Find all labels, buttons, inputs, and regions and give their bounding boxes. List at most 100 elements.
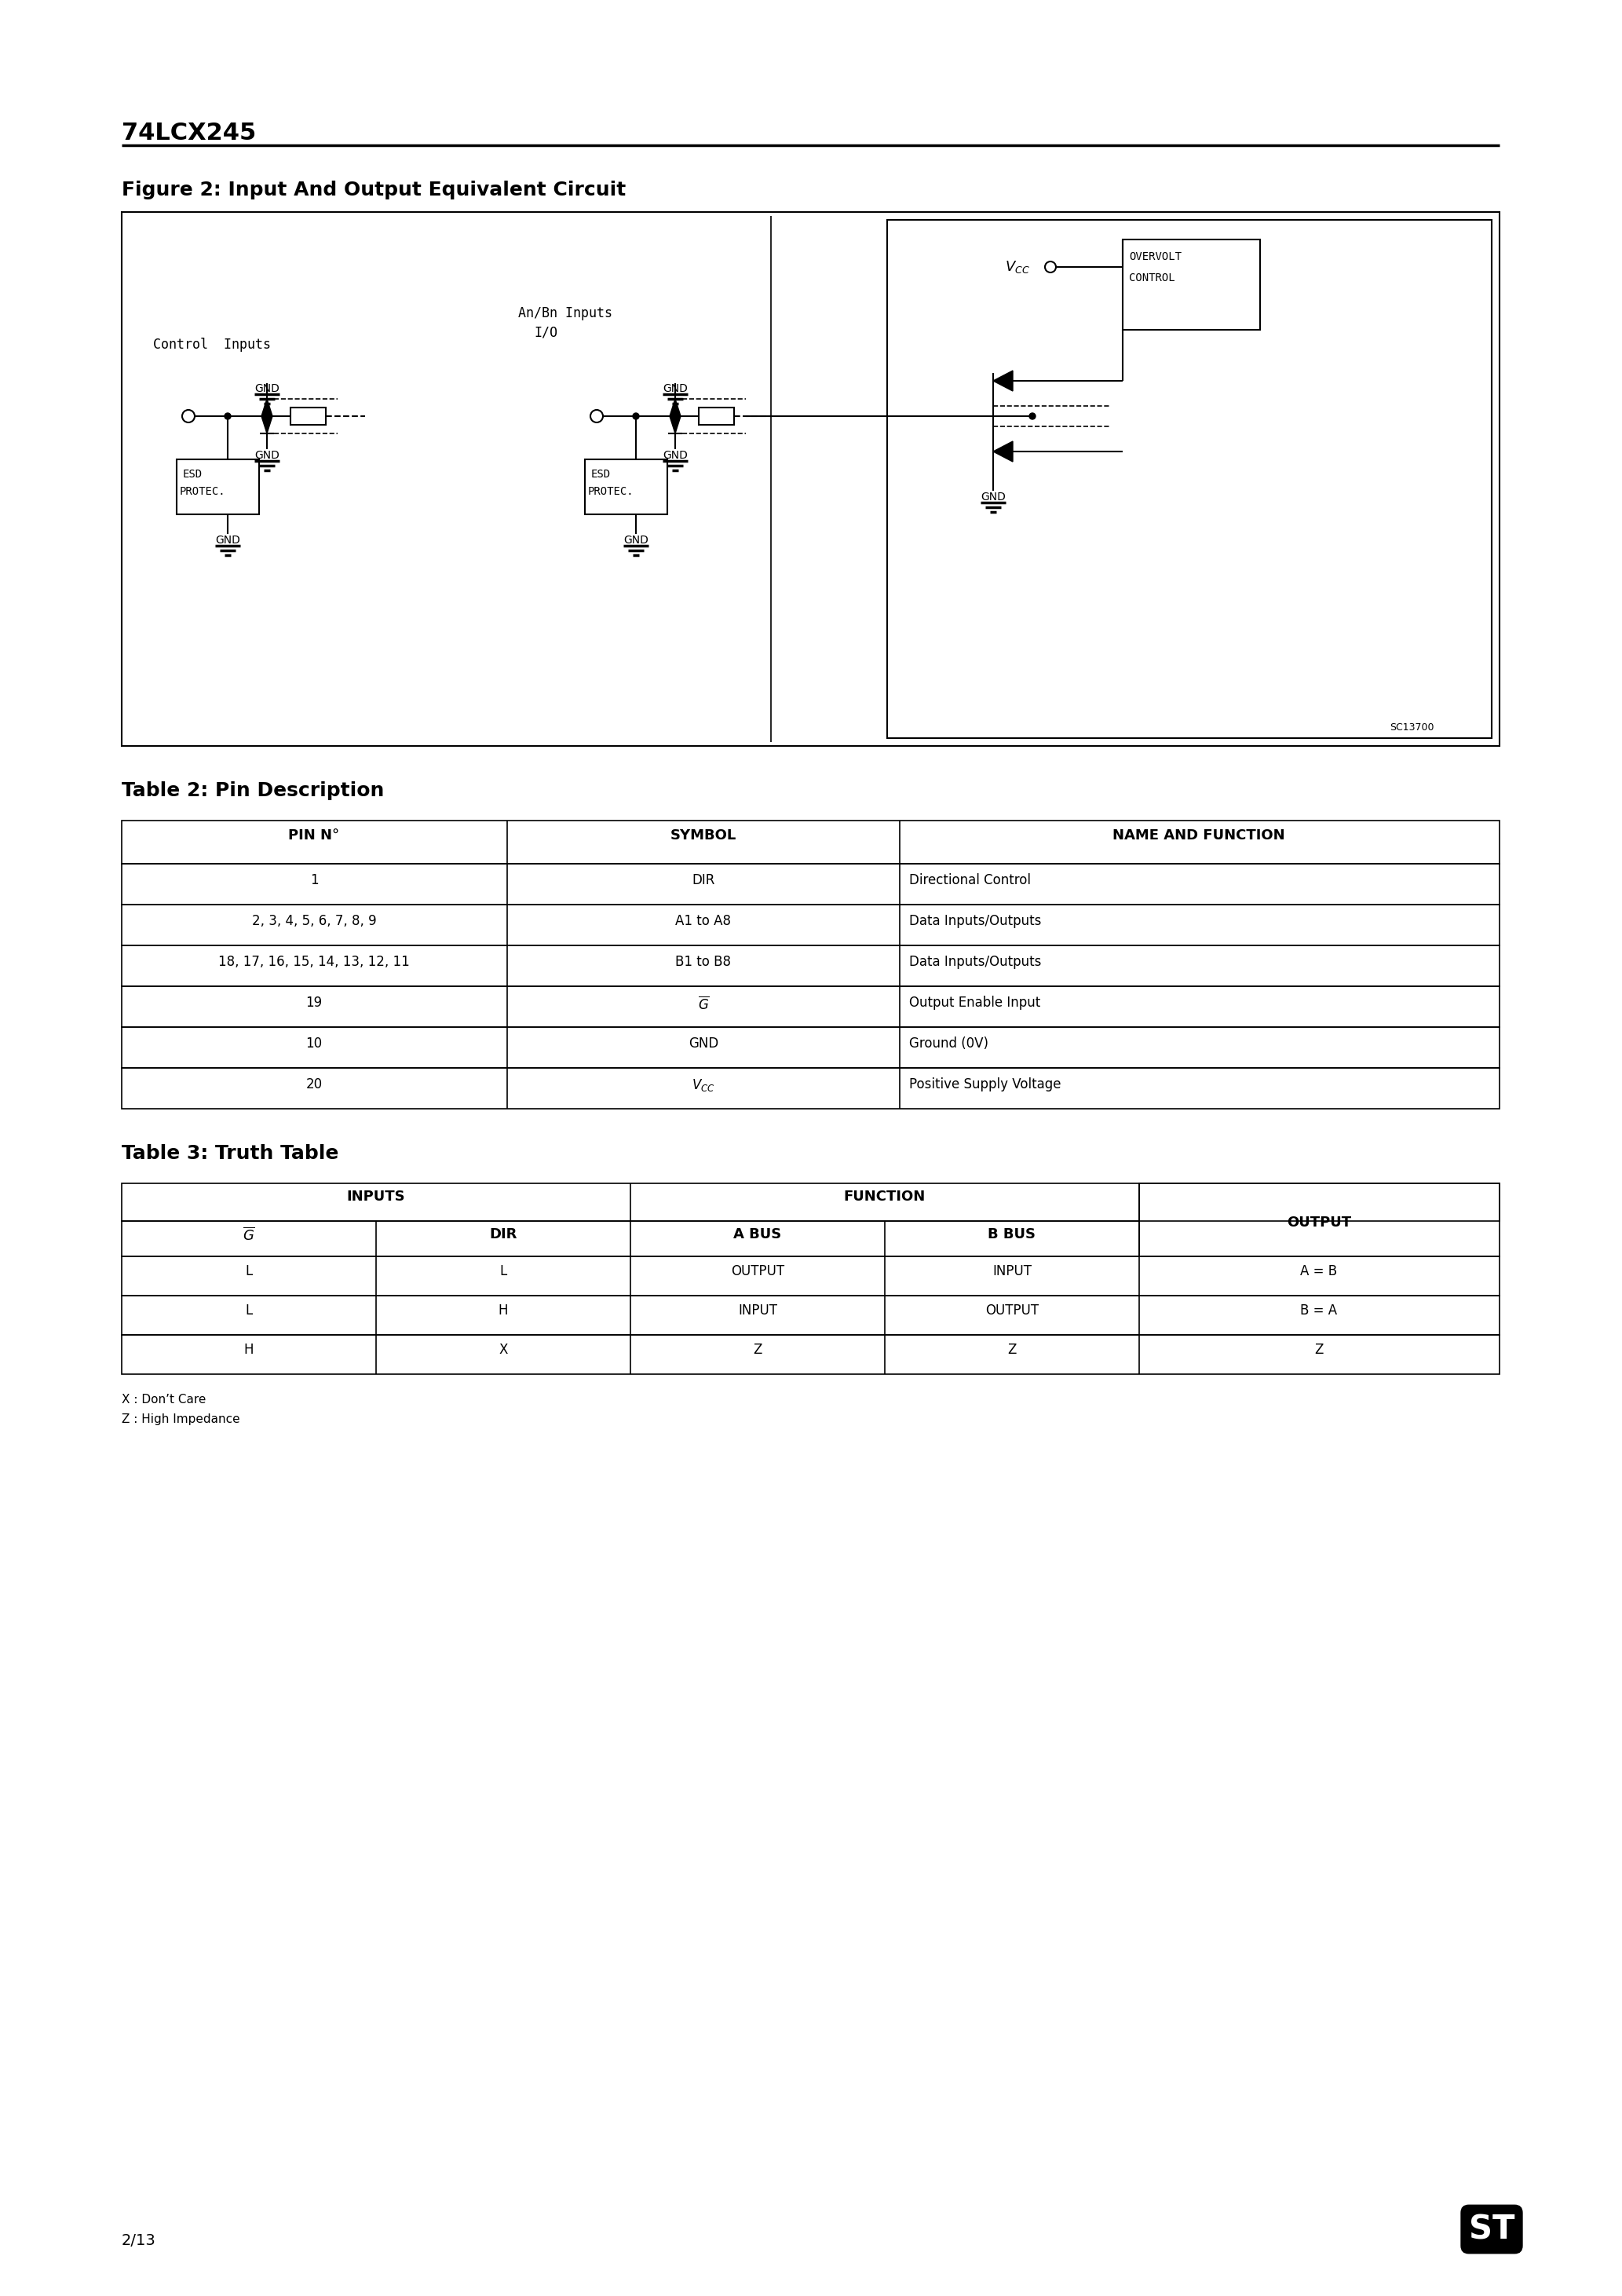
- Circle shape: [1030, 413, 1035, 420]
- Text: GND: GND: [981, 491, 1006, 503]
- Text: Z: Z: [1007, 1343, 1017, 1357]
- Text: CONTROL: CONTROL: [1129, 273, 1174, 282]
- Text: ST: ST: [1468, 2213, 1515, 2245]
- Text: Positive Supply Voltage: Positive Supply Voltage: [910, 1077, 1061, 1091]
- Bar: [122, 946, 1499, 987]
- Text: PIN N°: PIN N°: [289, 829, 339, 843]
- Text: B BUS: B BUS: [988, 1228, 1036, 1242]
- Text: PROTEC.: PROTEC.: [589, 487, 634, 496]
- Text: GND: GND: [216, 535, 240, 546]
- Text: 18, 17, 16, 15, 14, 13, 12, 11: 18, 17, 16, 15, 14, 13, 12, 11: [219, 955, 410, 969]
- Polygon shape: [670, 400, 681, 416]
- Text: H: H: [498, 1304, 508, 1318]
- Text: DIR: DIR: [693, 872, 715, 886]
- Text: GND: GND: [255, 383, 279, 395]
- Bar: [1122, 239, 1260, 331]
- Bar: [887, 220, 1492, 737]
- Polygon shape: [261, 400, 272, 416]
- Bar: [699, 406, 735, 425]
- Circle shape: [224, 413, 230, 420]
- Text: ESD: ESD: [590, 468, 611, 480]
- Text: A = B: A = B: [1301, 1265, 1338, 1279]
- Text: L: L: [245, 1304, 253, 1318]
- Text: Figure 2: Input And Output Equivalent Circuit: Figure 2: Input And Output Equivalent Ci…: [122, 181, 626, 200]
- Text: I/O: I/O: [534, 326, 558, 340]
- Text: X : Don’t Care: X : Don’t Care: [122, 1394, 206, 1405]
- Text: 20: 20: [305, 1077, 323, 1091]
- Text: A1 to A8: A1 to A8: [676, 914, 732, 928]
- Polygon shape: [993, 441, 1012, 461]
- Text: ESD: ESD: [183, 468, 203, 480]
- Text: B = A: B = A: [1301, 1304, 1338, 1318]
- Bar: [122, 211, 1499, 746]
- Bar: [122, 820, 1499, 863]
- Text: 1: 1: [310, 872, 318, 886]
- Text: PROTEC.: PROTEC.: [180, 487, 225, 496]
- Bar: [122, 1256, 1499, 1295]
- Bar: [586, 459, 667, 514]
- Bar: [122, 905, 1499, 946]
- Text: GND: GND: [255, 450, 279, 461]
- Text: $V_{CC}$: $V_{CC}$: [1006, 259, 1030, 276]
- Bar: [1139, 1182, 1499, 1256]
- Text: SC13700: SC13700: [1390, 723, 1434, 732]
- Text: An/Bn Inputs: An/Bn Inputs: [517, 305, 613, 321]
- Polygon shape: [993, 370, 1012, 390]
- Text: DIR: DIR: [490, 1228, 517, 1242]
- Text: FUNCTION: FUNCTION: [843, 1189, 926, 1203]
- Text: B1 to B8: B1 to B8: [676, 955, 732, 969]
- Text: 2/13: 2/13: [122, 2234, 156, 2248]
- Bar: [122, 863, 1499, 905]
- Text: Table 2: Pin Description: Table 2: Pin Description: [122, 781, 384, 799]
- Text: A BUS: A BUS: [733, 1228, 782, 1242]
- Bar: [177, 459, 260, 514]
- Bar: [122, 1221, 1139, 1256]
- Text: OUTPUT: OUTPUT: [1286, 1215, 1351, 1231]
- Bar: [122, 1182, 1499, 1221]
- Text: Output Enable Input: Output Enable Input: [910, 996, 1040, 1010]
- Text: Z: Z: [753, 1343, 762, 1357]
- Text: GND: GND: [623, 535, 649, 546]
- Bar: [122, 1026, 1499, 1068]
- Text: Z: Z: [1314, 1343, 1324, 1357]
- Text: GND: GND: [663, 450, 688, 461]
- Bar: [122, 1334, 1499, 1373]
- Text: Control  Inputs: Control Inputs: [152, 338, 271, 351]
- Polygon shape: [670, 416, 681, 434]
- Text: INPUT: INPUT: [738, 1304, 777, 1318]
- Bar: [290, 406, 326, 425]
- Bar: [122, 1068, 1499, 1109]
- Text: INPUT: INPUT: [993, 1265, 1032, 1279]
- Text: INPUTS: INPUTS: [347, 1189, 406, 1203]
- Text: $V_{CC}$: $V_{CC}$: [693, 1077, 715, 1093]
- Text: Data Inputs/Outputs: Data Inputs/Outputs: [910, 914, 1041, 928]
- Circle shape: [633, 413, 639, 420]
- Text: Z : High Impedance: Z : High Impedance: [122, 1414, 240, 1426]
- Text: 19: 19: [305, 996, 323, 1010]
- Text: Table 3: Truth Table: Table 3: Truth Table: [122, 1143, 339, 1162]
- Text: OUTPUT: OUTPUT: [985, 1304, 1038, 1318]
- Text: Data Inputs/Outputs: Data Inputs/Outputs: [910, 955, 1041, 969]
- Text: GND: GND: [663, 383, 688, 395]
- Text: Ground (0V): Ground (0V): [910, 1035, 988, 1052]
- Text: SYMBOL: SYMBOL: [670, 829, 736, 843]
- Text: NAME AND FUNCTION: NAME AND FUNCTION: [1113, 829, 1285, 843]
- Bar: [122, 987, 1499, 1026]
- Text: 2, 3, 4, 5, 6, 7, 8, 9: 2, 3, 4, 5, 6, 7, 8, 9: [251, 914, 376, 928]
- Circle shape: [264, 413, 271, 420]
- Text: OUTPUT: OUTPUT: [732, 1265, 785, 1279]
- Text: H: H: [243, 1343, 253, 1357]
- Circle shape: [672, 413, 678, 420]
- Text: $\overline{G}$: $\overline{G}$: [697, 996, 709, 1013]
- Text: GND: GND: [688, 1035, 719, 1052]
- Text: L: L: [500, 1265, 506, 1279]
- Text: Directional Control: Directional Control: [910, 872, 1032, 886]
- Bar: [122, 1295, 1499, 1334]
- Text: OVERVOLT: OVERVOLT: [1129, 250, 1181, 262]
- Text: 10: 10: [305, 1035, 323, 1052]
- Text: 74LCX245: 74LCX245: [122, 122, 256, 145]
- Text: X: X: [500, 1343, 508, 1357]
- Text: L: L: [245, 1265, 253, 1279]
- Polygon shape: [261, 416, 272, 434]
- Text: $\overline{G}$: $\overline{G}$: [243, 1228, 255, 1244]
